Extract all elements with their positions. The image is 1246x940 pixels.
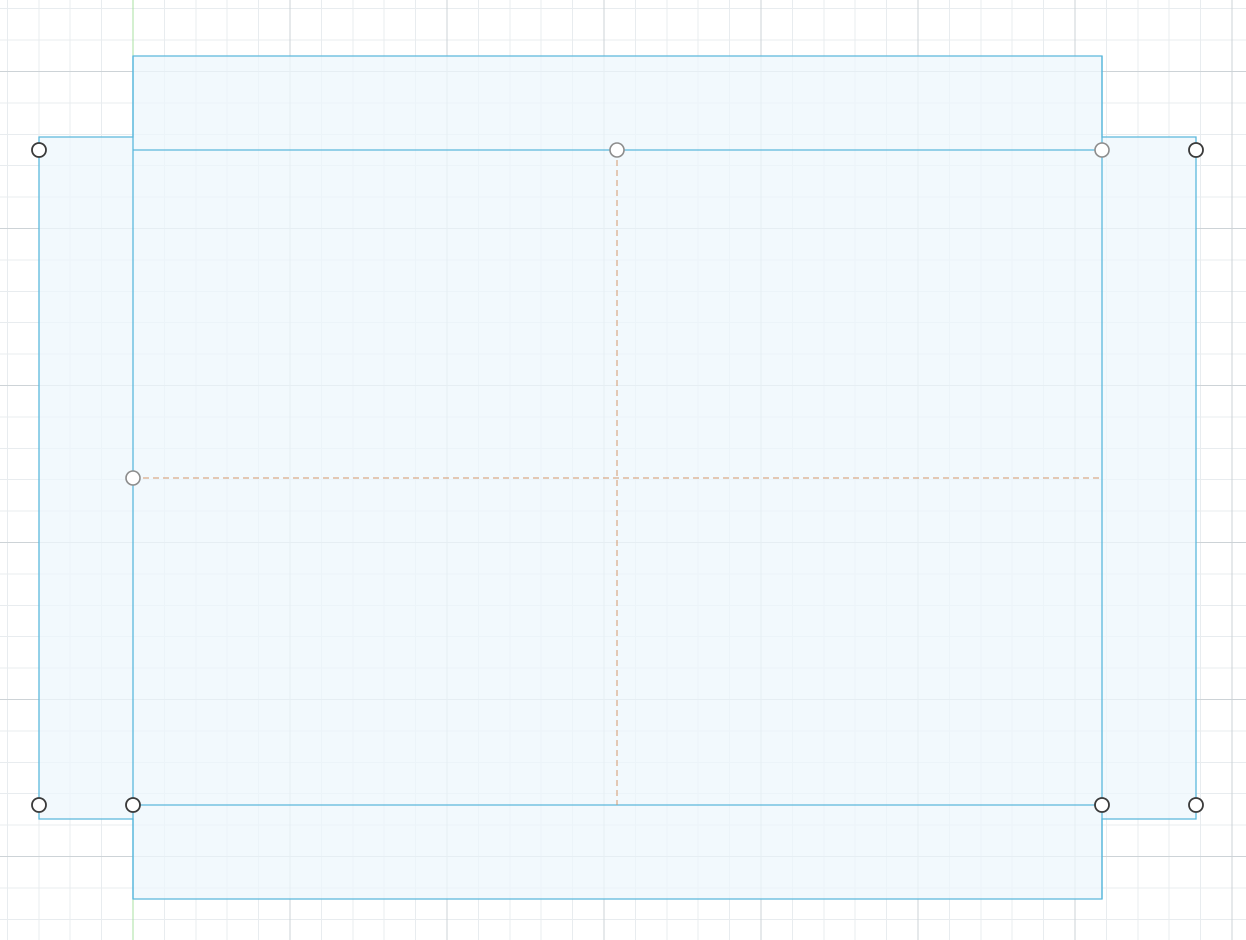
midpoint-top-edge[interactable] bbox=[609, 142, 625, 158]
corner-point-right-flap-top[interactable] bbox=[1188, 142, 1204, 158]
corner-point-left-flap-top[interactable] bbox=[31, 142, 47, 158]
midpoint-left-edge[interactable] bbox=[125, 470, 141, 486]
corner-point-main-top-right[interactable] bbox=[1094, 142, 1110, 158]
corner-point-left-flap-bottom[interactable] bbox=[31, 797, 47, 813]
corner-point-main-bottom-left[interactable] bbox=[125, 797, 141, 813]
corner-point-right-flap-bottom[interactable] bbox=[1188, 797, 1204, 813]
corner-point-main-bottom-right[interactable] bbox=[1094, 797, 1110, 813]
